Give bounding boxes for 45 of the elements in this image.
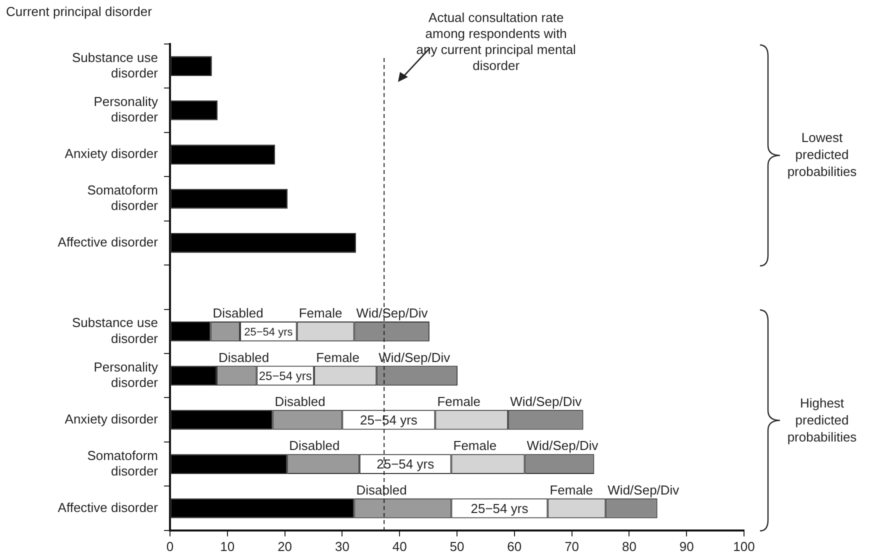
x-tick-label: 20 bbox=[278, 538, 292, 554]
text: Female bbox=[298, 306, 342, 321]
y-tick-label: Anxiety disorder bbox=[64, 146, 159, 162]
text: Female bbox=[550, 482, 594, 498]
y-tick-label: Affective disorder bbox=[58, 234, 159, 250]
x-tick-label: 80 bbox=[622, 538, 636, 554]
y-tick-label: Personality disorder bbox=[94, 359, 159, 390]
text: Female bbox=[316, 350, 360, 365]
ref-line-label: Actual consultation rate among respondents with any current principal mental disorder bbox=[416, 10, 576, 74]
y-axis-title: Current principal disorder bbox=[6, 4, 152, 19]
x-tick-label: 90 bbox=[679, 538, 694, 554]
series-label: Wid/Sep/Div bbox=[510, 394, 582, 409]
text: 25−54 yrs bbox=[376, 456, 434, 472]
series-label: 25−54 yrs bbox=[258, 368, 312, 383]
text: Wid/Sep/Div bbox=[526, 438, 598, 454]
y-tick-label: Anxiety disorder bbox=[64, 411, 159, 426]
text: Wid/Sep/Div bbox=[378, 350, 450, 365]
text: Female bbox=[453, 438, 497, 454]
x-tick-label: 10 bbox=[220, 538, 235, 554]
text: Disabled bbox=[218, 350, 270, 365]
text: 25−54 yrs bbox=[470, 500, 528, 516]
x-tick-label: 40 bbox=[392, 538, 407, 554]
text: Disabled bbox=[356, 482, 407, 498]
text: 25−54 yrs bbox=[244, 326, 293, 338]
y-tick-label: Somatoform disorder bbox=[87, 182, 159, 214]
text: 25−54 yrs bbox=[360, 412, 418, 428]
text: Wid/Sep/Div bbox=[356, 306, 428, 321]
x-tick-label: 0 bbox=[166, 538, 174, 554]
y-tick-label: Substance use disorder bbox=[72, 50, 159, 80]
y-tick-label: Affective disorder bbox=[58, 500, 159, 515]
y-tick-label: Somatoform disorder bbox=[87, 448, 159, 478]
text: Wid/Sep/Div bbox=[608, 482, 680, 498]
text: Disabled bbox=[289, 438, 340, 454]
y-tick-label: Personality disorder bbox=[94, 94, 159, 125]
x-tick-label: 30 bbox=[334, 538, 350, 554]
text: Highest predicted probabilities bbox=[787, 395, 858, 444]
x-tick-label: 70 bbox=[564, 538, 580, 554]
x-tick-label: 100 bbox=[733, 538, 755, 554]
text: Lowest predicted probabilities bbox=[787, 130, 858, 180]
x-tick-label: 50 bbox=[450, 538, 464, 554]
x-tick-label: 60 bbox=[507, 538, 522, 554]
text: Disabled bbox=[212, 306, 264, 321]
y-tick-label: Substance use disorder bbox=[72, 315, 159, 346]
series-label: Female bbox=[437, 394, 481, 409]
series-label: Disabled bbox=[274, 394, 326, 409]
